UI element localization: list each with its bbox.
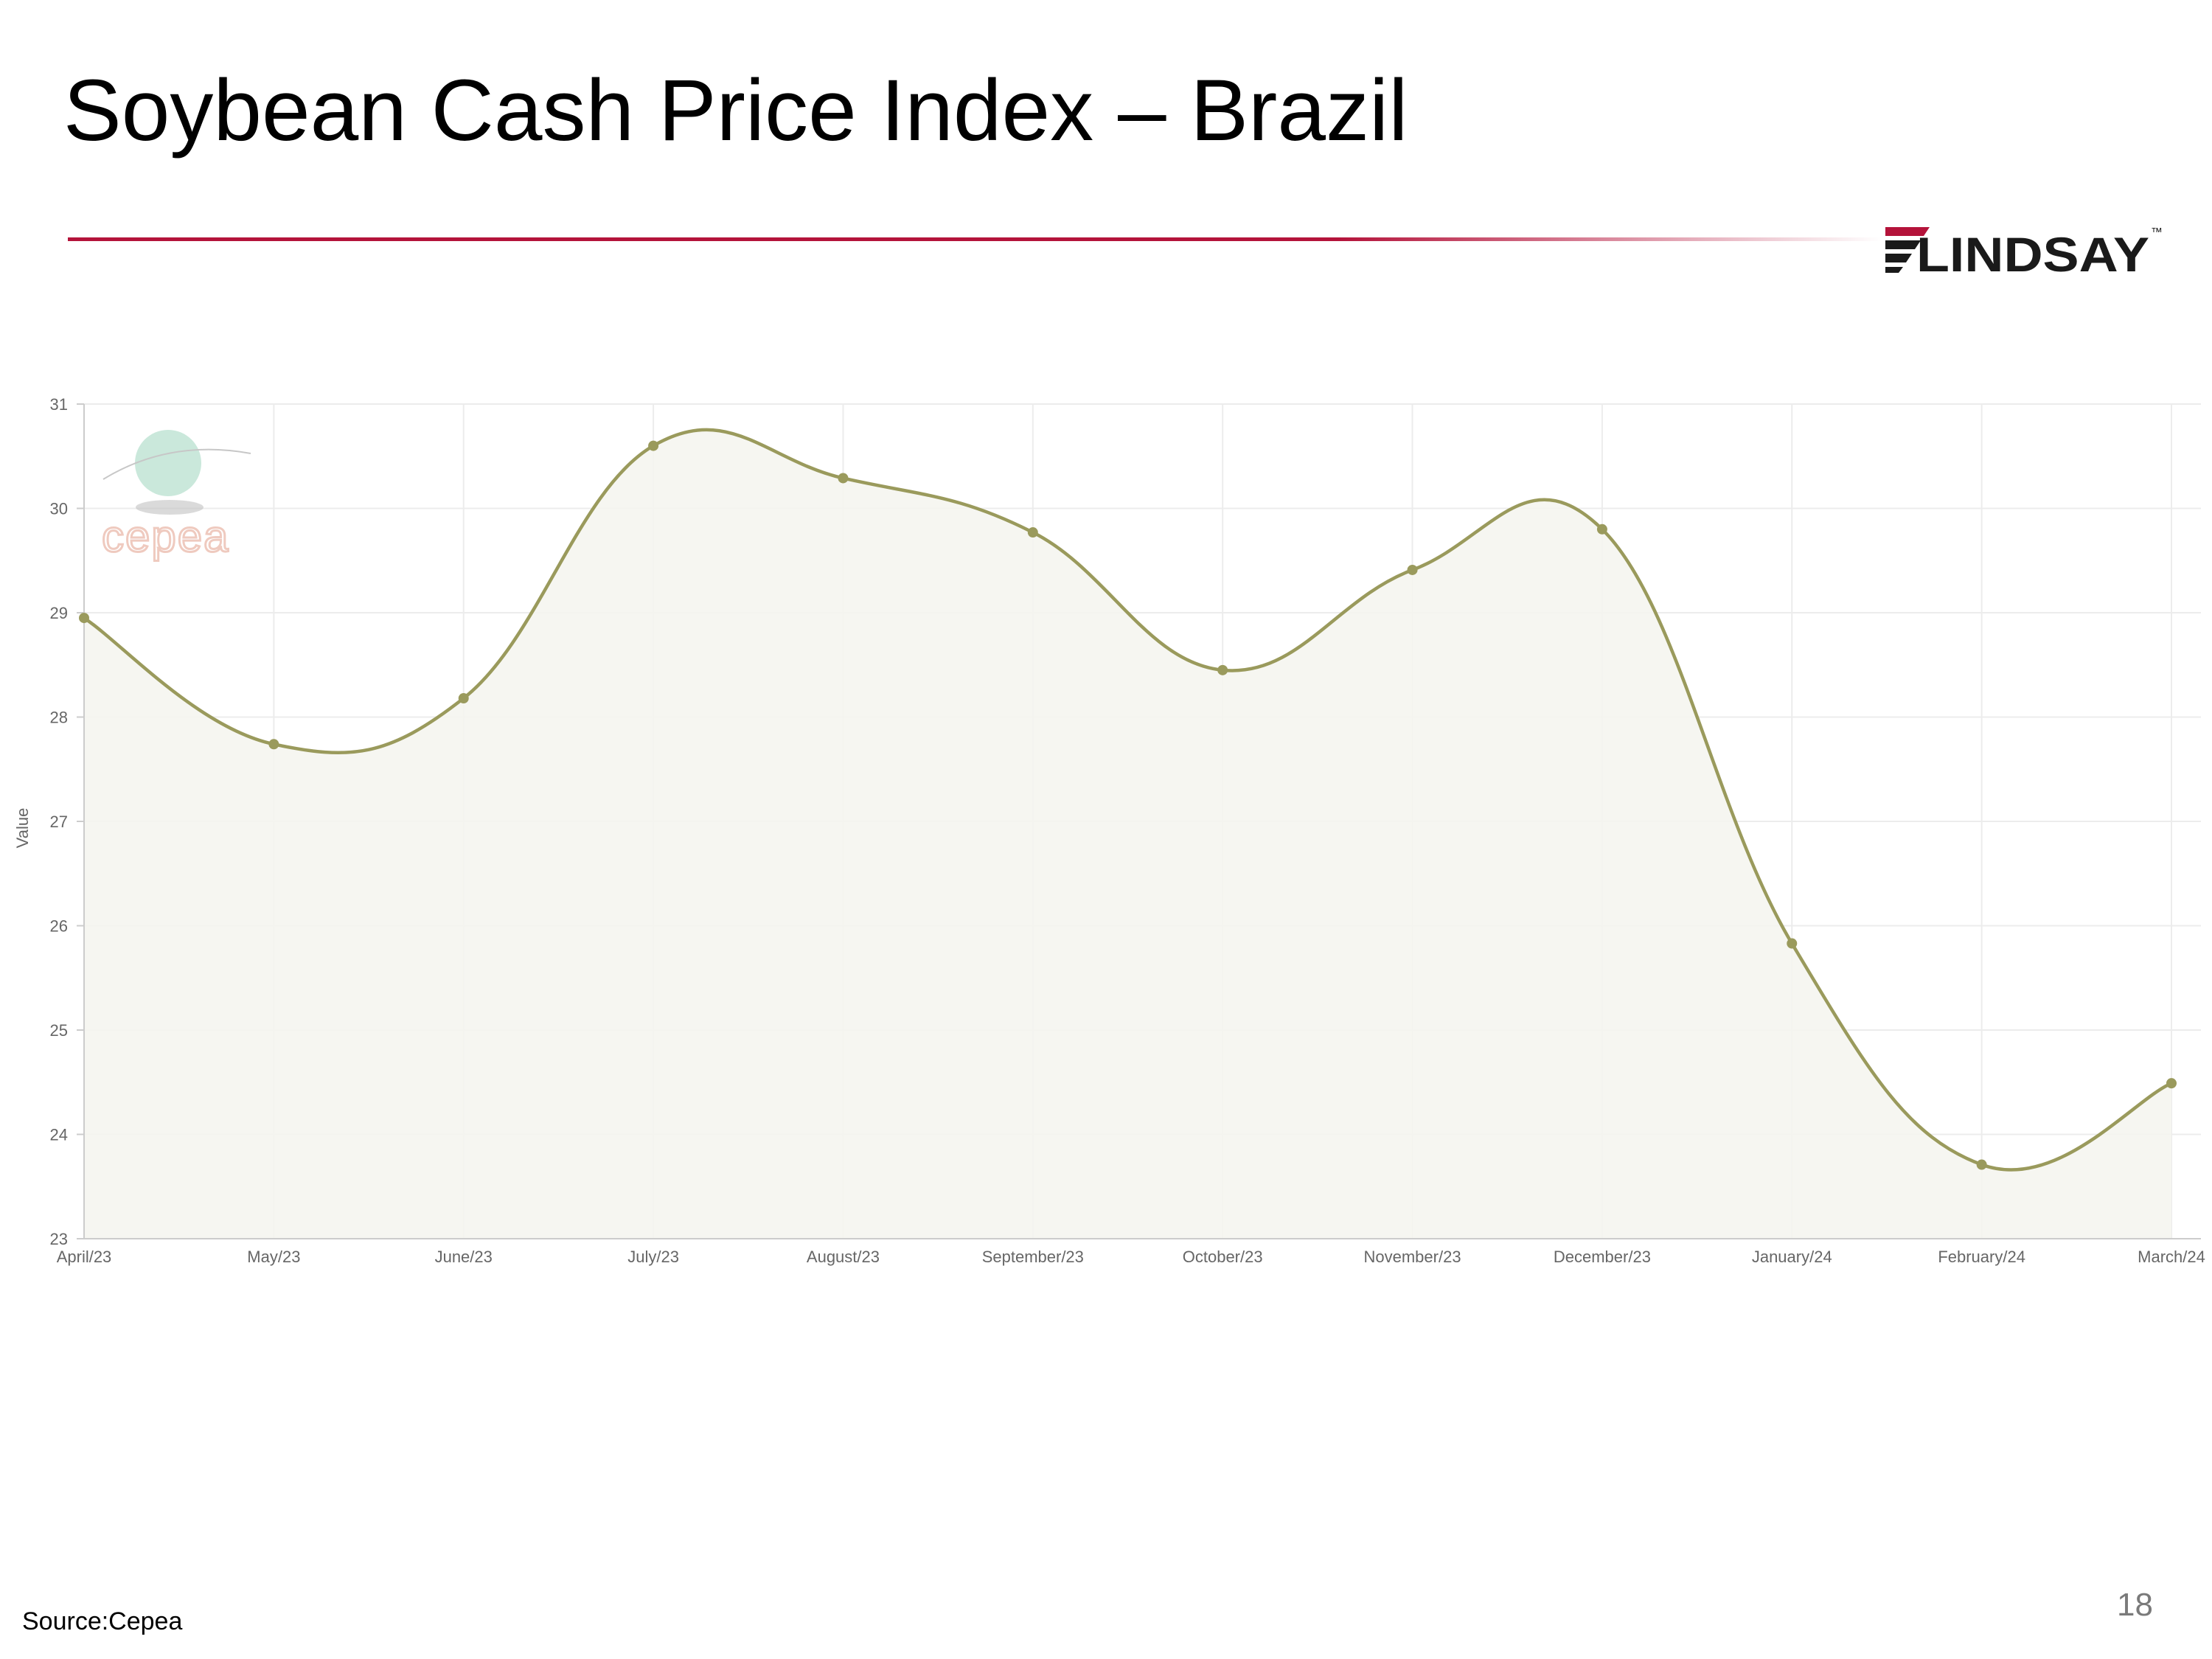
source-note: Source:Cepea xyxy=(22,1607,183,1635)
data-point xyxy=(1217,664,1228,675)
data-point xyxy=(838,473,849,484)
y-tick-label: 26 xyxy=(50,917,68,936)
y-tick-label: 25 xyxy=(50,1021,68,1040)
x-tick-label: July/23 xyxy=(627,1248,679,1266)
title-divider xyxy=(68,237,1882,241)
x-tick-label: January/24 xyxy=(1752,1248,1832,1266)
data-point xyxy=(1027,527,1038,538)
chart-area-layer xyxy=(84,429,2171,1239)
data-point xyxy=(79,613,89,624)
x-tick-label: November/23 xyxy=(1364,1248,1461,1266)
y-tick-label: 23 xyxy=(50,1230,68,1248)
y-tick-label: 30 xyxy=(50,500,68,518)
y-tick-label: 29 xyxy=(50,604,68,622)
data-point xyxy=(2166,1078,2177,1089)
data-point xyxy=(1407,564,1418,575)
chart-axes xyxy=(77,403,2201,1239)
x-tick-label: August/23 xyxy=(807,1248,880,1266)
chart-points xyxy=(79,440,2177,1170)
data-point xyxy=(1976,1159,1987,1170)
price-chart: cepea Value April/23 May/23 June/23 July/23… xyxy=(13,395,2205,1266)
slide-title: Soybean Cash Price Index – Brazil xyxy=(63,62,1408,159)
data-point xyxy=(458,693,469,704)
lindsay-logo: LINDSAY ™ xyxy=(1885,226,2163,279)
x-tick-label: December/23 xyxy=(1554,1248,1651,1266)
x-tick-label: April/23 xyxy=(57,1248,112,1266)
trademark-mark: ™ xyxy=(2151,226,2163,239)
x-tick-label: May/23 xyxy=(247,1248,300,1266)
y-axis-ticks: 23 24 25 26 27 28 29 30 31 xyxy=(50,395,68,1248)
x-tick-label: June/23 xyxy=(435,1248,493,1266)
data-point xyxy=(648,440,659,451)
data-point xyxy=(1596,524,1607,535)
y-tick-label: 27 xyxy=(50,813,68,831)
lindsay-wordmark: LINDSAY xyxy=(1916,227,2149,279)
cepea-watermark: cepea xyxy=(101,430,251,563)
y-tick-label: 24 xyxy=(50,1126,68,1144)
x-tick-label: September/23 xyxy=(982,1248,1084,1266)
data-point xyxy=(1787,938,1798,949)
globe-icon xyxy=(135,430,201,496)
lindsay-stripes-icon xyxy=(1885,227,1930,273)
x-tick-label: March/24 xyxy=(2138,1248,2205,1266)
x-tick-label: October/23 xyxy=(1183,1248,1263,1266)
cepea-watermark-text: cepea xyxy=(102,512,229,561)
data-point xyxy=(268,739,279,750)
series-area xyxy=(84,429,2171,1239)
x-tick-label: February/24 xyxy=(1938,1248,2025,1266)
y-tick-label: 28 xyxy=(50,709,68,727)
page-number: 18 xyxy=(2117,1587,2153,1623)
x-axis-ticks: April/23 May/23 June/23 July/23 August/23 Sep… xyxy=(57,1248,2205,1266)
y-axis-title: Value xyxy=(13,808,32,849)
y-tick-label: 31 xyxy=(50,395,68,414)
